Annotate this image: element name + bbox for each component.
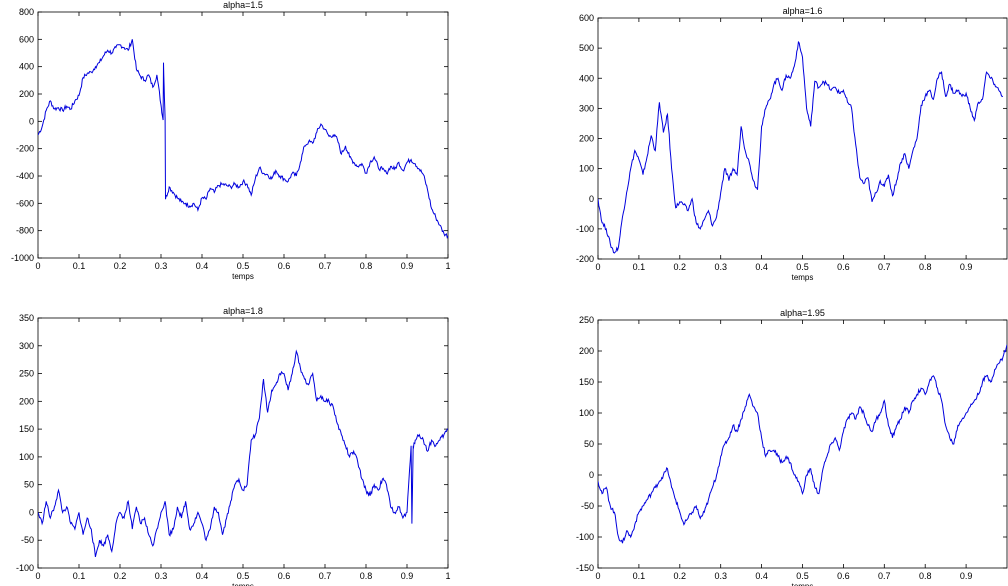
y-tick-label: 600 [19,34,34,44]
x-tick-label: 0.2 [674,262,687,272]
y-tick-label: 600 [579,13,594,23]
chart-title: alpha=1.95 [780,308,825,318]
y-tick-label: 150 [579,377,594,387]
x-tick-label: 0.9 [960,262,973,272]
x-tick-label: 1 [445,571,450,581]
y-tick-label: -1000 [11,253,34,263]
x-tick-label: 0.6 [278,571,291,581]
x-tick-label: 0.3 [155,261,168,271]
x-tick-label: 0.1 [73,261,86,271]
x-axis-label: temps [232,582,254,586]
y-tick-label: -200 [16,144,34,154]
x-tick-label: 0.1 [633,262,646,272]
y-tick-label: 50 [584,439,594,449]
x-tick-label: 0.1 [633,571,646,581]
x-tick-label: 0.1 [73,571,86,581]
x-tick-label: 1 [445,261,450,271]
x-tick-label: 0.9 [960,571,973,581]
x-tick-label: 0.3 [714,262,727,272]
x-axis-label: temps [232,272,254,281]
x-tick-label: 0.5 [237,571,250,581]
x-tick-label: 0.2 [674,571,687,581]
y-tick-label: -400 [16,171,34,181]
y-tick-label: 0 [589,470,594,480]
y-tick-label: -50 [21,535,34,545]
y-tick-label: 250 [579,315,594,325]
x-tick-label: 0.8 [360,261,373,271]
chart-title: alpha=1.5 [223,0,263,10]
panel-1: alpha=1.5 0 0.1 0.2 0.3 0.4 0.5 0.6 0.7 0.8 0.9 1 -1… [11,0,451,281]
panel-4: alpha=1.95 0 0.1 0.2 0.3 0.4 0.5 0.6 0.7 0.8 0.9 -1… [576,308,1008,586]
y-tick-label: 200 [19,89,34,99]
y-tick-label: 500 [579,43,594,53]
x-tick-label: 0.3 [155,571,168,581]
y-tick-label: -100 [16,563,34,573]
y-tick-label: 0 [589,194,594,204]
x-tick-label: 0.2 [114,571,127,581]
x-axis-label: temps [792,582,814,586]
y-tick-label: 800 [19,7,34,17]
y-tick-label: 150 [19,424,34,434]
y-tick-label: 50 [24,480,34,490]
y-tick-label: 300 [579,103,594,113]
series-line [598,40,1004,254]
x-tick-label: 0.4 [196,571,209,581]
x-tick-label: 0 [595,262,600,272]
y-tick-label: 100 [579,164,594,174]
series-line [38,39,448,239]
y-tick-label: -150 [576,563,594,573]
y-tick-label: 400 [579,73,594,83]
x-tick-label: 0.2 [114,261,127,271]
y-tick-label: 200 [579,346,594,356]
x-tick-label: 0.6 [278,261,291,271]
x-tick-label: 0.9 [401,571,414,581]
y-tick-label: -600 [16,198,34,208]
x-tick-label: 0.7 [878,571,891,581]
x-tick-label: 0.6 [837,571,850,581]
x-tick-label: 0.3 [714,571,727,581]
y-tick-label: 400 [19,62,34,72]
x-axis-label: temps [792,273,814,282]
y-tick-label: -50 [581,501,594,511]
x-tick-label: 0.7 [319,261,332,271]
x-tick-label: 0.5 [237,261,250,271]
y-tick-label: 350 [19,313,34,323]
x-tick-label: 0.4 [196,261,209,271]
x-tick-label: 0.5 [796,262,809,272]
x-tick-label: 0.8 [919,262,932,272]
y-tick-label: -800 [16,226,34,236]
chart-title: alpha=1.6 [783,6,823,16]
y-tick-label: 100 [19,452,34,462]
x-tick-label: 0 [35,571,40,581]
panel-3: alpha=1.8 0 0.1 0.2 0.3 0.4 0.5 0.6 0.7 0.8 0.9 1 -1… [16,306,451,586]
x-tick-label: 0.7 [319,571,332,581]
series-line [598,344,1007,544]
y-tick-label: -100 [576,532,594,542]
y-tick-label: -100 [576,224,594,234]
x-tick-label: 0.4 [755,262,768,272]
panel-2: alpha=1.6 0 0.1 0.2 0.3 0.4 0.5 0.6 0.7 0.8 0.9 -20… [576,6,1008,282]
x-tick-label: 0.7 [878,262,891,272]
chart-title: alpha=1.8 [223,306,263,316]
x-tick-label: 0 [595,571,600,581]
y-tick-label: 300 [19,341,34,351]
x-tick-label: 0.4 [755,571,768,581]
x-tick-label: 0.6 [837,262,850,272]
x-tick-label: 0.8 [360,571,373,581]
series-line [38,349,448,558]
y-tick-label: 200 [19,396,34,406]
x-tick-label: 0 [35,261,40,271]
x-tick-label: 0.5 [796,571,809,581]
x-tick-label: 0.9 [401,261,414,271]
y-tick-label: -200 [576,254,594,264]
y-tick-label: 250 [19,369,34,379]
x-tick-label: 0.8 [919,571,932,581]
y-tick-label: 200 [579,134,594,144]
y-tick-label: 0 [29,507,34,517]
y-tick-label: 0 [29,116,34,126]
y-tick-label: 100 [579,408,594,418]
